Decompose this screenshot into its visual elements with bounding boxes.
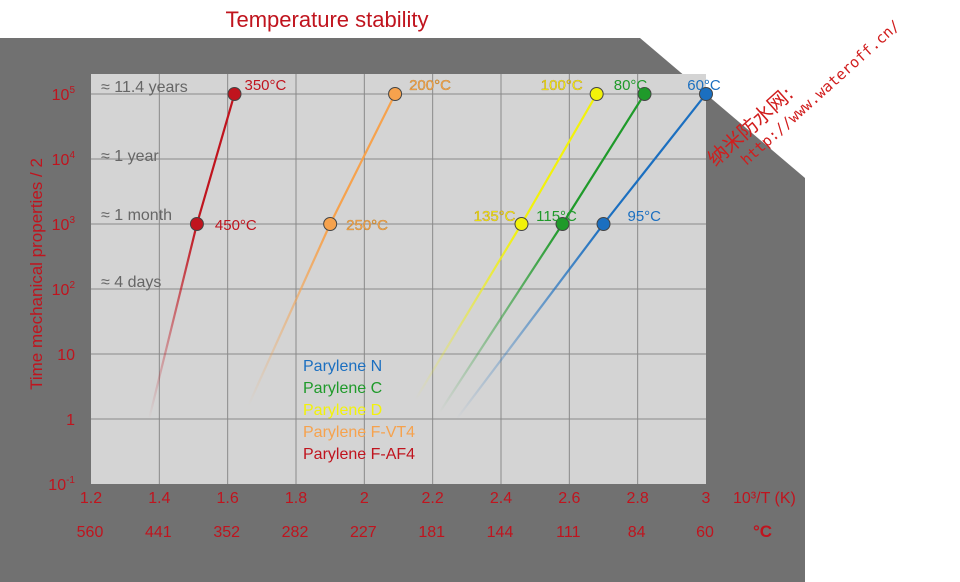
celsius-tick-label: 282	[282, 524, 309, 541]
x-tick-label: 1.4	[148, 490, 170, 507]
legend-entry: Parylene F-AF4	[303, 446, 415, 463]
point-label: 450°C	[215, 217, 257, 234]
legend: Parylene N Parylene C Parylene D Parylene F…	[303, 358, 415, 463]
x-tick-label: 2.8	[627, 490, 649, 507]
point-label: 60°C	[687, 77, 721, 94]
series-tail-line	[455, 223, 605, 420]
x-tick-label: 2.2	[422, 490, 444, 507]
x-tick-label: 1.8	[285, 490, 307, 507]
series-line	[329, 93, 397, 225]
time-annotation: ≈ 1 month	[101, 207, 172, 224]
point-label: 95°C	[628, 208, 662, 225]
series-line	[195, 93, 236, 225]
time-annotation: ≈ 11.4 years	[101, 79, 188, 96]
data-point	[589, 87, 604, 101]
point-label: 350°C	[245, 77, 287, 94]
data-point	[637, 87, 652, 101]
celsius-tick-label: 441	[145, 524, 172, 541]
legend-entry: Parylene F-VT4	[303, 424, 415, 441]
x-axis-label: 10³/T (K)	[733, 490, 796, 507]
legend-entry: Parylene D	[303, 402, 382, 419]
data-point	[388, 87, 403, 101]
series-tail-line	[247, 223, 332, 407]
x-tick-label: 2.4	[490, 490, 512, 507]
data-point	[323, 217, 338, 231]
x-tick-label: 1.2	[80, 490, 102, 507]
series-tail-line	[438, 223, 564, 414]
data-point	[189, 217, 204, 231]
data-point	[596, 217, 611, 231]
point-label: 250°C	[346, 217, 388, 234]
x-tick-label: 1.6	[217, 490, 239, 507]
tick-labels: 1.2 560 1.4 441 1.6 352 1.8 282 2 227 2.2 181 2.4 144…	[48, 85, 714, 541]
celsius-tick-label: 352	[213, 524, 240, 541]
celsius-tick-label: 144	[487, 524, 514, 541]
time-annotation: ≈ 4 days	[101, 274, 161, 291]
series-tail-line	[148, 223, 198, 420]
series-lines	[148, 93, 707, 420]
y-tick-label: 10	[57, 347, 75, 364]
x-tick-label: 2.6	[558, 490, 580, 507]
x-tick-label: 2	[360, 490, 369, 507]
point-label: 135°C	[474, 208, 516, 225]
x-tick-label: 3	[702, 490, 711, 507]
data-point	[555, 217, 570, 231]
series-points: 95°C 60°C 115°C 80°C 135°C 100°C 250°C 200°C 450…	[189, 77, 721, 234]
chart-title: Temperature stability	[226, 7, 429, 32]
point-label: 100°C	[541, 77, 583, 94]
series-line	[602, 93, 707, 225]
y-axis-label: Time mechanical properties / 2	[27, 158, 46, 390]
legend-entry: Parylene C	[303, 380, 382, 397]
celsius-tick-label: 111	[556, 524, 580, 541]
celsius-tick-label: 181	[418, 524, 445, 541]
point-label: 200°C	[409, 77, 451, 94]
celsius-tick-label: 84	[628, 524, 646, 541]
point-label: 115°C	[536, 208, 577, 225]
celsius-tick-label: 60	[696, 524, 714, 541]
data-point	[514, 217, 529, 231]
series-line	[561, 93, 646, 225]
y-tick-label: 1	[66, 412, 75, 429]
celsius-tick-label: 227	[350, 524, 377, 541]
series-line	[520, 93, 598, 225]
series-tail-line	[414, 223, 523, 401]
celsius-tick-label: 560	[77, 524, 104, 541]
plot-area	[91, 74, 706, 484]
legend-entry: Parylene N	[303, 358, 382, 375]
data-point	[699, 87, 713, 101]
x2-axis-label: °C	[753, 522, 772, 541]
point-label: 80°C	[614, 77, 648, 94]
time-annotations: ≈ 11.4 years ≈ 1 year ≈ 1 month ≈ 4 days	[101, 79, 188, 291]
time-annotation: ≈ 1 year	[101, 148, 159, 165]
data-point	[227, 87, 242, 101]
